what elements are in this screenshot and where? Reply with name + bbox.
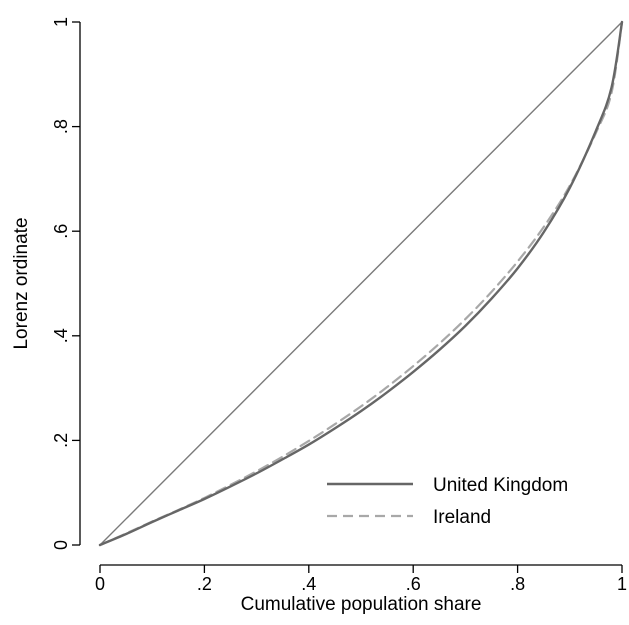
x-tick-label: .2 <box>197 574 212 594</box>
x-tick-label: 0 <box>95 574 105 594</box>
x-tick-label: .4 <box>301 574 316 594</box>
x-tick-label: 1 <box>617 574 627 594</box>
legend-label-ireland: Ireland <box>433 507 491 528</box>
x-tick-label: .8 <box>510 574 525 594</box>
y-tick-label: 1 <box>51 17 71 27</box>
y-tick-label: .2 <box>51 433 71 448</box>
y-tick-label: .4 <box>51 328 71 343</box>
y-axis-title: Lorenz ordinate <box>11 217 32 349</box>
plot-lines <box>98 20 624 547</box>
legend-label-united-kingdom: United Kingdom <box>433 475 568 496</box>
y-tick-label: 0 <box>51 540 71 550</box>
x-axis-title: Cumulative population share <box>241 594 482 615</box>
y-tick-label: .8 <box>51 119 71 134</box>
y-tick-label: .6 <box>51 224 71 239</box>
series-line-united-kingdom <box>98 20 624 547</box>
equality-line <box>99 21 623 546</box>
x-tick-label: .6 <box>406 574 421 594</box>
y-axis-ticks: 0 .2 .4 .6 .8 1 <box>51 17 80 550</box>
legend: United Kingdom Ireland <box>327 475 568 528</box>
x-axis-ticks: 0 .2 .4 .6 .8 1 <box>95 565 627 594</box>
